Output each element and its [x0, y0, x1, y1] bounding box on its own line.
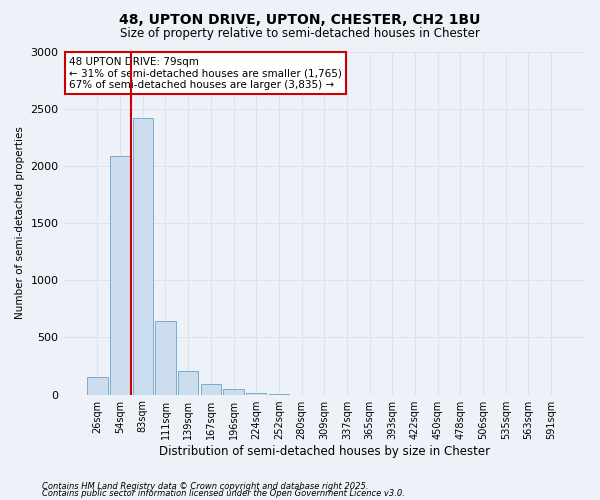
Bar — [133, 118, 153, 394]
Bar — [155, 322, 176, 394]
Bar — [178, 370, 199, 394]
Bar — [223, 390, 244, 394]
Text: 48 UPTON DRIVE: 79sqm
← 31% of semi-detached houses are smaller (1,765)
67% of s: 48 UPTON DRIVE: 79sqm ← 31% of semi-deta… — [69, 56, 341, 90]
Text: Contains HM Land Registry data © Crown copyright and database right 2025.: Contains HM Land Registry data © Crown c… — [42, 482, 368, 491]
Bar — [110, 156, 130, 394]
Bar — [246, 392, 266, 394]
Bar — [200, 384, 221, 394]
Text: Contains public sector information licensed under the Open Government Licence v3: Contains public sector information licen… — [42, 489, 405, 498]
Bar — [87, 377, 107, 394]
Y-axis label: Number of semi-detached properties: Number of semi-detached properties — [15, 126, 25, 320]
Text: Size of property relative to semi-detached houses in Chester: Size of property relative to semi-detach… — [120, 28, 480, 40]
Text: 48, UPTON DRIVE, UPTON, CHESTER, CH2 1BU: 48, UPTON DRIVE, UPTON, CHESTER, CH2 1BU — [119, 12, 481, 26]
X-axis label: Distribution of semi-detached houses by size in Chester: Distribution of semi-detached houses by … — [159, 444, 490, 458]
